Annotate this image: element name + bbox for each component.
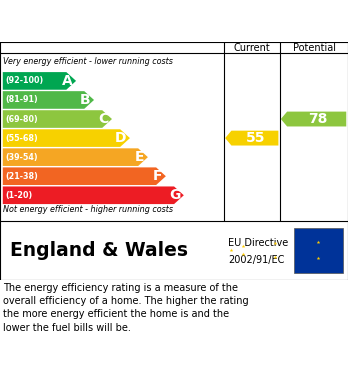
Text: (69-80): (69-80) [5, 115, 38, 124]
Text: England & Wales: England & Wales [10, 241, 188, 260]
Text: F: F [153, 169, 163, 183]
Polygon shape [3, 148, 148, 166]
Polygon shape [3, 167, 166, 185]
Polygon shape [281, 111, 346, 126]
Text: Current: Current [234, 43, 271, 53]
Text: 2002/91/EC: 2002/91/EC [228, 255, 284, 265]
Text: D: D [115, 131, 126, 145]
Text: (39-54): (39-54) [5, 152, 38, 161]
Polygon shape [3, 129, 130, 147]
Text: E: E [135, 150, 144, 164]
Polygon shape [225, 131, 278, 145]
Text: A: A [62, 74, 73, 88]
Text: C: C [98, 112, 109, 126]
Text: (81-91): (81-91) [5, 95, 38, 104]
Text: (21-38): (21-38) [5, 172, 38, 181]
Text: EU Directive: EU Directive [228, 238, 288, 248]
Text: (92-100): (92-100) [5, 76, 44, 85]
Text: 55: 55 [246, 131, 266, 145]
Text: The energy efficiency rating is a measure of the
overall efficiency of a home. T: The energy efficiency rating is a measur… [3, 283, 249, 332]
Polygon shape [3, 110, 112, 128]
Text: B: B [80, 93, 90, 107]
Text: Potential: Potential [293, 43, 335, 53]
Text: (55-68): (55-68) [5, 134, 38, 143]
Polygon shape [3, 187, 184, 204]
Text: Not energy efficient - higher running costs: Not energy efficient - higher running co… [3, 205, 174, 214]
Text: Very energy efficient - lower running costs: Very energy efficient - lower running co… [3, 57, 173, 66]
Polygon shape [3, 72, 76, 90]
Polygon shape [3, 91, 94, 109]
Bar [294, 228, 343, 273]
Text: Energy Efficiency Rating: Energy Efficiency Rating [9, 13, 230, 29]
Text: (1-20): (1-20) [5, 191, 32, 200]
Text: 78: 78 [308, 112, 327, 126]
Text: G: G [169, 188, 180, 202]
